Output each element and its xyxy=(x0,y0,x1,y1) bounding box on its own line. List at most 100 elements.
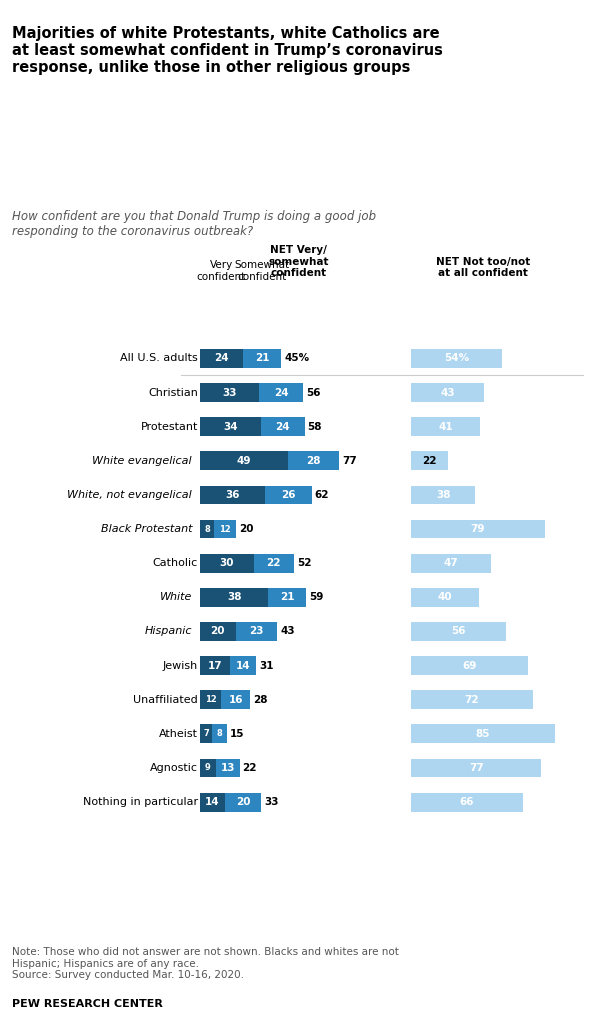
Text: 47: 47 xyxy=(444,558,458,568)
Bar xyxy=(200,485,265,505)
Text: 77: 77 xyxy=(469,763,483,773)
Text: 28: 28 xyxy=(253,694,268,705)
Bar xyxy=(200,656,231,675)
Text: 23: 23 xyxy=(249,627,264,637)
Text: 38: 38 xyxy=(436,489,450,500)
Bar xyxy=(411,793,523,811)
Text: Hispanic: Hispanic xyxy=(144,627,192,637)
Text: 8: 8 xyxy=(204,524,210,534)
Text: 45%: 45% xyxy=(284,353,309,364)
Text: Nothing in particular: Nothing in particular xyxy=(82,797,198,807)
Text: 20: 20 xyxy=(236,797,250,807)
Text: Protestant: Protestant xyxy=(140,422,198,432)
Text: 17: 17 xyxy=(208,660,223,671)
Text: 21: 21 xyxy=(280,592,294,602)
Text: 54%: 54% xyxy=(444,353,470,364)
Text: 52: 52 xyxy=(297,558,311,568)
Text: 28: 28 xyxy=(306,456,321,466)
Bar xyxy=(200,690,222,709)
Text: 34: 34 xyxy=(223,422,238,432)
Text: Somewhat
confident: Somewhat confident xyxy=(235,260,290,282)
Bar xyxy=(411,554,491,572)
Text: Majorities of white Protestants, white Catholics are
at least somewhat confident: Majorities of white Protestants, white C… xyxy=(12,26,443,76)
Text: 20: 20 xyxy=(211,627,225,637)
Bar xyxy=(254,554,294,572)
Text: White: White xyxy=(160,592,192,602)
Text: 41: 41 xyxy=(438,422,453,432)
Text: Black Protestant: Black Protestant xyxy=(101,524,192,535)
Text: 40: 40 xyxy=(438,592,452,602)
Text: 14: 14 xyxy=(236,660,250,671)
Text: 16: 16 xyxy=(229,694,243,705)
Text: 59: 59 xyxy=(309,592,324,602)
Bar xyxy=(200,725,213,743)
Text: 56: 56 xyxy=(306,387,320,397)
Bar xyxy=(411,383,484,402)
Text: 7: 7 xyxy=(203,729,209,738)
Text: 33: 33 xyxy=(222,387,237,397)
Bar xyxy=(411,588,479,606)
Text: 9: 9 xyxy=(205,764,211,772)
Bar xyxy=(236,622,278,641)
Text: Christian: Christian xyxy=(148,387,198,397)
Bar xyxy=(213,725,227,743)
Text: 12: 12 xyxy=(219,524,231,534)
Bar xyxy=(411,725,555,743)
Text: 21: 21 xyxy=(255,353,269,364)
Bar xyxy=(411,349,502,368)
Text: 56: 56 xyxy=(451,627,466,637)
Text: Unaffiliated: Unaffiliated xyxy=(133,694,198,705)
Text: 26: 26 xyxy=(281,489,296,500)
Bar xyxy=(261,418,305,436)
Text: 31: 31 xyxy=(259,660,273,671)
Text: 22: 22 xyxy=(267,558,281,568)
Text: Catholic: Catholic xyxy=(153,558,198,568)
Text: 22: 22 xyxy=(243,763,257,773)
Bar xyxy=(411,656,528,675)
Bar xyxy=(200,622,236,641)
Bar xyxy=(411,690,533,709)
Bar xyxy=(268,588,306,606)
Text: 30: 30 xyxy=(220,558,234,568)
Bar xyxy=(200,418,261,436)
Bar xyxy=(411,452,448,470)
Text: 8: 8 xyxy=(217,729,223,738)
Text: 58: 58 xyxy=(308,422,322,432)
Text: Agnostic: Agnostic xyxy=(150,763,198,773)
Bar xyxy=(225,793,261,811)
Bar xyxy=(200,520,214,539)
Bar xyxy=(200,349,243,368)
Text: 43: 43 xyxy=(440,387,455,397)
Text: NET Not too/not
at all confident: NET Not too/not at all confident xyxy=(436,257,530,279)
Bar xyxy=(222,690,250,709)
Text: 24: 24 xyxy=(276,422,290,432)
Text: 12: 12 xyxy=(205,695,217,705)
Text: 33: 33 xyxy=(264,797,279,807)
Text: 38: 38 xyxy=(227,592,241,602)
Bar xyxy=(288,452,339,470)
Text: 69: 69 xyxy=(462,660,477,671)
Text: 22: 22 xyxy=(423,456,437,466)
Bar xyxy=(243,349,281,368)
Bar xyxy=(411,485,476,505)
Bar xyxy=(200,554,254,572)
Bar xyxy=(200,588,268,606)
Bar xyxy=(200,452,288,470)
Text: 15: 15 xyxy=(230,729,244,739)
Text: NET Very/
somewhat
confident: NET Very/ somewhat confident xyxy=(268,245,329,279)
Bar xyxy=(411,520,545,539)
Text: PEW RESEARCH CENTER: PEW RESEARCH CENTER xyxy=(12,998,163,1009)
Text: 36: 36 xyxy=(225,489,240,500)
Text: 79: 79 xyxy=(471,524,485,535)
Bar xyxy=(200,383,259,402)
Text: 62: 62 xyxy=(315,489,329,500)
Text: White evangelical: White evangelical xyxy=(93,456,192,466)
Text: 24: 24 xyxy=(274,387,288,397)
Text: 49: 49 xyxy=(237,456,251,466)
Bar xyxy=(214,520,236,539)
Bar xyxy=(265,485,312,505)
Text: 72: 72 xyxy=(465,694,479,705)
Text: 43: 43 xyxy=(281,627,295,637)
Text: 66: 66 xyxy=(459,797,474,807)
Text: Jewish: Jewish xyxy=(163,660,198,671)
